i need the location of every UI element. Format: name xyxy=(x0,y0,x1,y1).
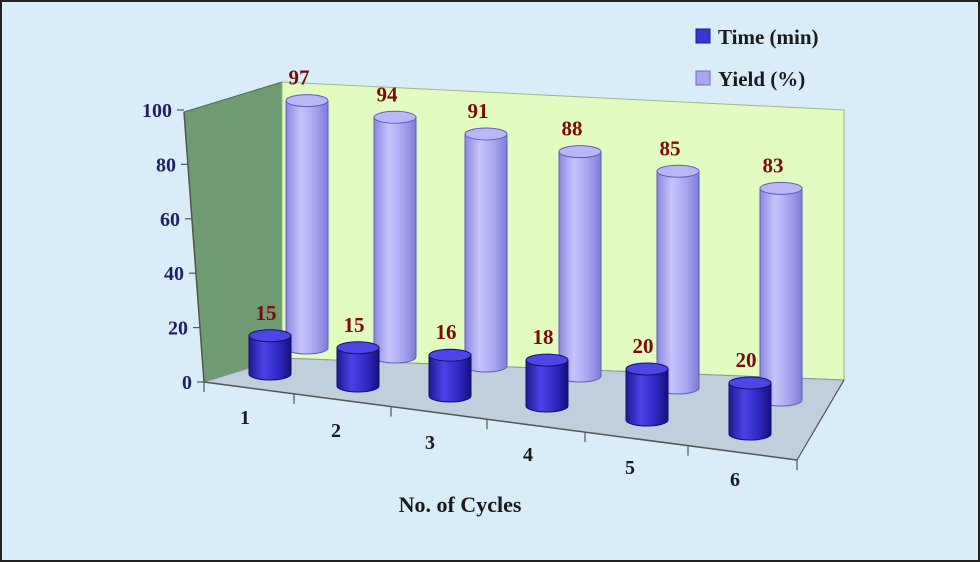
bars xyxy=(248,94,803,441)
y-axis-ticks: 0 20 40 60 80 100 xyxy=(142,100,204,394)
time-bar-body xyxy=(728,382,772,441)
data-labels: 97 94 91 88 85 83 15 15 16 18 20 20 xyxy=(256,66,784,372)
time-data-label: 16 xyxy=(436,320,457,344)
time-bar xyxy=(728,376,772,441)
y-axis-line xyxy=(183,111,205,383)
yield-bar xyxy=(759,181,803,407)
time-bar-body xyxy=(248,335,292,381)
yield-bar-top xyxy=(464,127,508,141)
yield-bar-body xyxy=(373,116,417,364)
yield-bar-top xyxy=(373,110,417,124)
legend-label-time: Time (min) xyxy=(718,25,819,49)
legend-swatch-yield xyxy=(695,70,711,86)
y-tick-label: 100 xyxy=(142,100,172,122)
time-bar-top xyxy=(248,329,292,343)
time-bar xyxy=(525,353,569,413)
time-data-label: 18 xyxy=(533,325,554,349)
yield-bar-top xyxy=(656,164,700,178)
x-tick-label: 2 xyxy=(331,420,341,442)
x-tick-label: 1 xyxy=(240,407,250,429)
yield-bar xyxy=(285,94,329,355)
x-axis-line xyxy=(203,381,798,461)
time-bar-top xyxy=(728,376,772,390)
yield-data-label: 83 xyxy=(763,153,784,177)
yield-bar-body xyxy=(656,170,700,395)
time-bar-top xyxy=(336,341,380,355)
time-bar xyxy=(248,329,292,381)
time-bar-body xyxy=(625,368,669,427)
time-bar-top xyxy=(428,348,472,362)
x-axis-tick-labels: 1 2 3 4 5 6 xyxy=(203,382,798,491)
time-bar-body xyxy=(428,354,472,403)
x-tick-label: 3 xyxy=(425,432,435,454)
time-data-label: 20 xyxy=(736,348,757,372)
yield-bar xyxy=(558,145,602,383)
yield-bar-top xyxy=(558,145,602,159)
time-data-label: 15 xyxy=(344,313,365,337)
time-bar-top xyxy=(625,362,669,376)
time-bar xyxy=(428,348,472,403)
yield-data-label: 88 xyxy=(562,117,583,141)
time-bar-body xyxy=(525,359,569,413)
yield-data-label: 85 xyxy=(660,136,681,160)
yield-bar-top xyxy=(285,94,329,108)
yield-bar xyxy=(464,127,508,373)
x-tick-label: 5 xyxy=(625,457,635,479)
x-tick-label: 4 xyxy=(523,444,533,466)
time-bar xyxy=(625,362,669,427)
time-bar xyxy=(336,341,380,393)
floor-front-edge xyxy=(796,379,845,461)
y-tick-label: 60 xyxy=(160,209,180,231)
yield-bar-top xyxy=(759,181,803,195)
time-bar-body xyxy=(336,347,380,393)
legend-label-yield: Yield (%) xyxy=(718,67,805,91)
yield-bar xyxy=(656,164,700,395)
y-tick-label: 0 xyxy=(182,372,192,394)
yield-data-label: 91 xyxy=(468,99,489,123)
x-tick-label: 6 xyxy=(730,469,740,491)
yield-bar-body xyxy=(558,151,602,383)
x-axis-title: No. of Cycles xyxy=(399,492,522,517)
yield-data-label: 94 xyxy=(377,82,399,106)
y-tick-label: 80 xyxy=(156,154,176,176)
yield-data-label: 97 xyxy=(289,66,310,90)
y-tick-label: 20 xyxy=(168,318,188,340)
time-data-label: 20 xyxy=(633,334,654,358)
time-bar-top xyxy=(525,353,569,367)
yield-bar-body xyxy=(285,100,329,355)
time-data-label: 15 xyxy=(256,301,277,325)
yield-bar xyxy=(373,110,417,364)
legend-swatch-time xyxy=(695,28,711,44)
y-tick-label: 40 xyxy=(164,263,184,285)
yield-bar-body xyxy=(464,133,508,373)
legend: Time (min) Yield (%) xyxy=(695,25,819,91)
yield-bar-body xyxy=(759,187,803,407)
